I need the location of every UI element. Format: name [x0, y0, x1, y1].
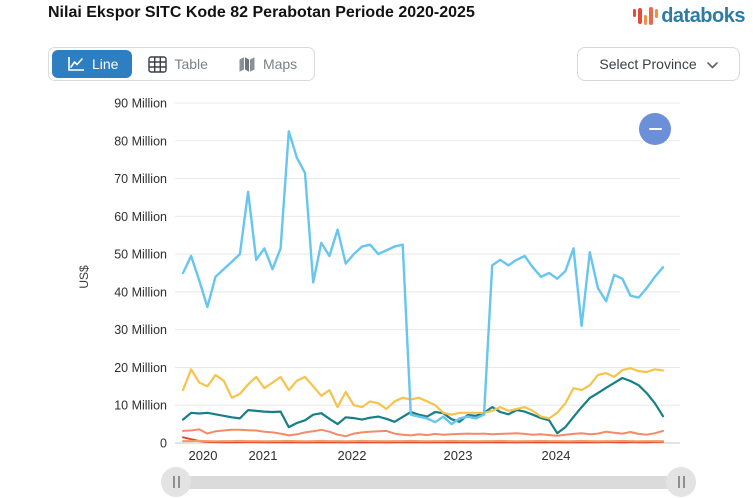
svg-text:60 Million: 60 Million: [114, 210, 167, 224]
chart-area: 0 10 Million 20 Million 30 Million 40 Millio…: [0, 88, 753, 470]
svg-text:US$: US$: [77, 265, 91, 289]
svg-text:90 Million: 90 Million: [114, 97, 167, 111]
tab-table-label: Table: [174, 56, 208, 72]
line-chart-icon: [66, 56, 85, 73]
maps-icon: [238, 56, 256, 73]
databoks-logo-icon: [632, 4, 659, 28]
chart-type-tabs: Line Table Maps: [48, 47, 316, 81]
svg-text:2022: 2022: [338, 448, 367, 463]
svg-text:70 Million: 70 Million: [114, 172, 167, 186]
svg-text:2023: 2023: [444, 448, 473, 463]
series-salmon: [182, 428, 664, 438]
province-dropdown-label: Select Province: [599, 56, 697, 72]
svg-text:2021: 2021: [249, 448, 278, 463]
slider-handle-left[interactable]: [161, 467, 191, 497]
line-chart: 0 10 Million 20 Million 30 Million 40 Millio…: [77, 97, 680, 463]
tab-line[interactable]: Line: [52, 50, 133, 78]
province-dropdown[interactable]: Select Province: [577, 47, 740, 81]
svg-text:2024: 2024: [542, 448, 571, 463]
svg-text:40 Million: 40 Million: [114, 285, 167, 299]
svg-text:10 Million: 10 Million: [114, 399, 167, 413]
chevron-down-icon: [706, 56, 718, 72]
zoom-out-button[interactable]: [639, 113, 671, 145]
svg-text:50 Million: 50 Million: [114, 248, 167, 262]
pause-bars-icon: [677, 476, 685, 488]
svg-text:20 Million: 20 Million: [114, 361, 167, 375]
svg-text:80 Million: 80 Million: [114, 134, 167, 148]
pause-bars-icon: [172, 476, 180, 488]
svg-text:2020: 2020: [189, 448, 218, 463]
series-light-blue: [181, 130, 665, 426]
svg-text:30 Million: 30 Million: [114, 323, 167, 337]
tab-line-label: Line: [92, 56, 119, 72]
tab-table[interactable]: Table: [134, 50, 221, 78]
svg-text:0: 0: [160, 437, 167, 451]
series-teal: [181, 376, 665, 435]
tab-maps-label: Maps: [262, 56, 298, 72]
table-grid-icon: [148, 55, 168, 73]
series-yellow: [181, 367, 665, 420]
databoks-logo-text: databoks: [661, 4, 745, 27]
page-title: Nilai Ekspor SITC Kode 82 Perabotan Peri…: [48, 4, 475, 21]
slider-handle-right[interactable]: [666, 467, 696, 497]
slider-track[interactable]: [176, 476, 681, 489]
tab-maps[interactable]: Maps: [224, 50, 311, 78]
databoks-logo: databoks: [632, 4, 745, 28]
minus-icon: [648, 127, 662, 131]
range-slider: [0, 463, 753, 498]
